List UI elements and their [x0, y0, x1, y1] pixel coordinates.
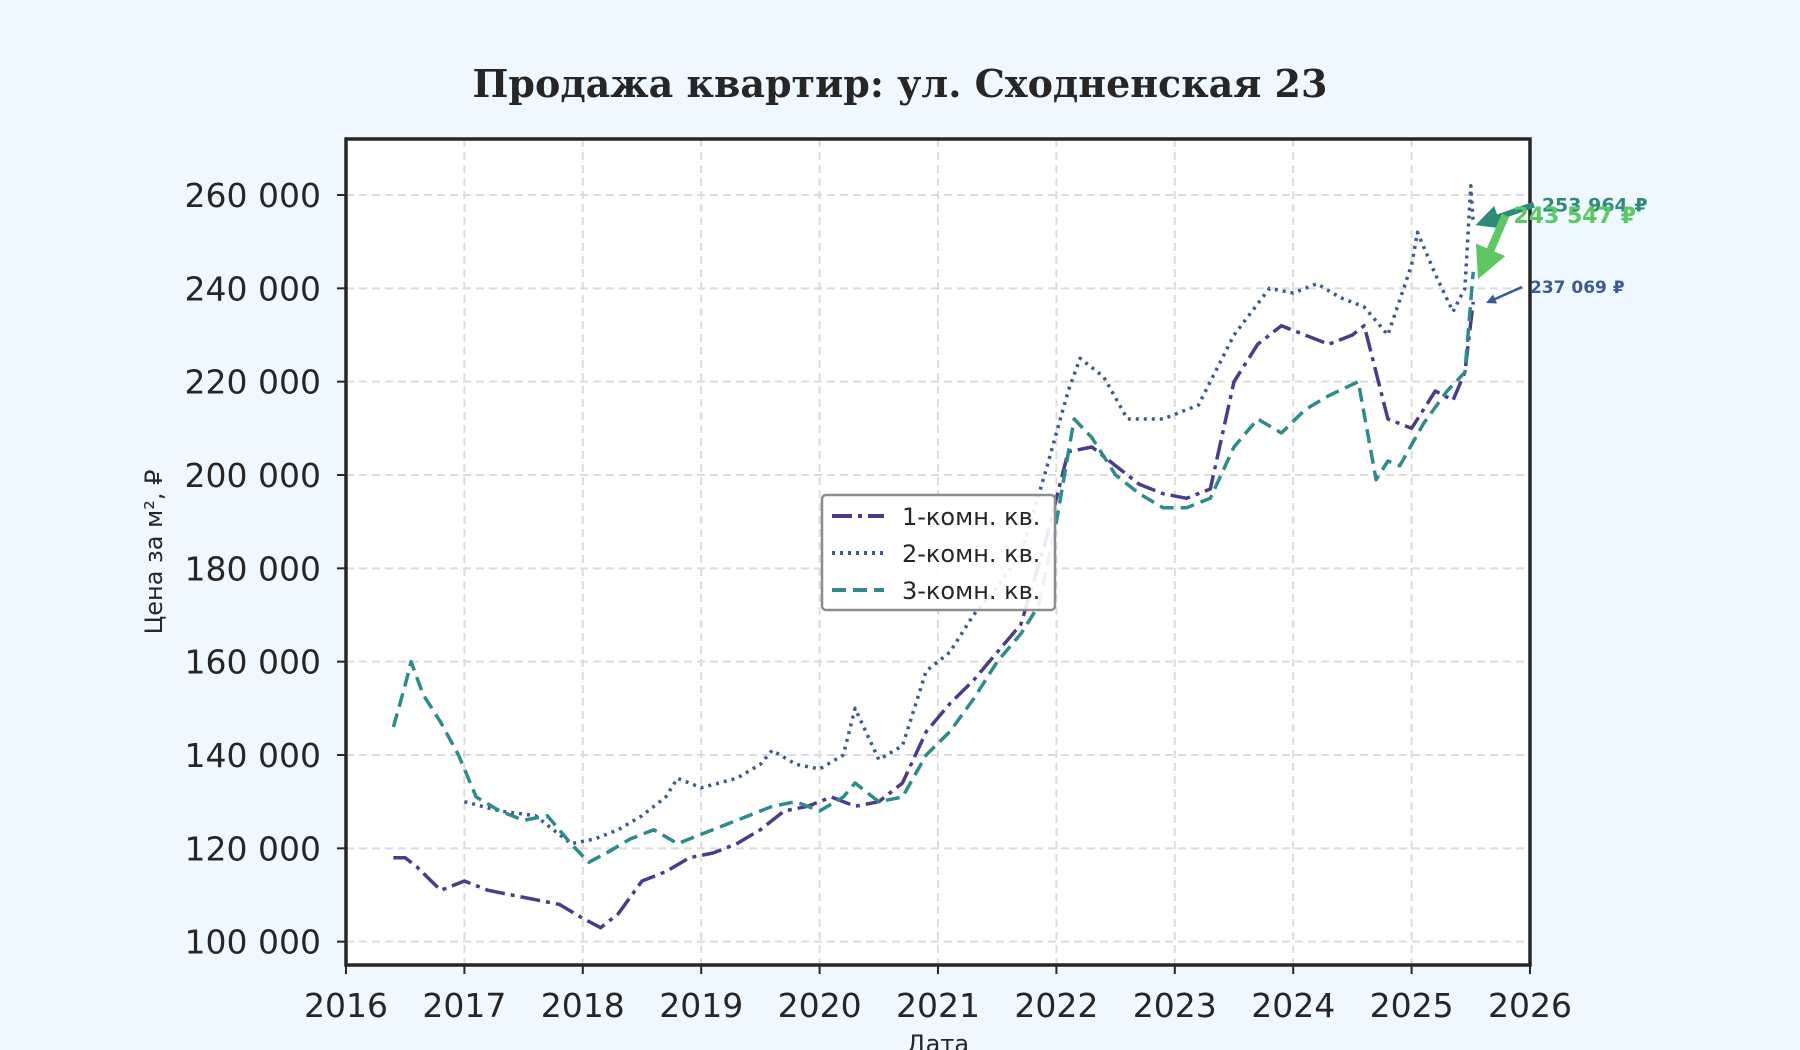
annotation-arrow: [1475, 201, 1535, 229]
annotation-label: 237 069 ₽: [1530, 278, 1625, 298]
x-tick-label: 2018: [541, 986, 625, 1025]
legend-label: 2-комн. кв.: [902, 540, 1040, 568]
x-tick-label: 2024: [1251, 986, 1335, 1025]
x-tick-label: 2021: [896, 986, 980, 1025]
series-lines: [391, 183, 1475, 930]
legend-label: 3-комн. кв.: [902, 577, 1040, 605]
x-tick-label: 2020: [778, 986, 862, 1025]
legend-box: [820, 493, 1057, 612]
legend: 1-комн. кв. 2-комн. кв. 3-комн. кв.: [820, 493, 1057, 612]
x-tick-label: 2017: [422, 986, 506, 1025]
series-line-2: [463, 183, 1475, 846]
x-tick-label: 2016: [304, 986, 388, 1025]
y-axis-ticks: 100 000 120 000 140 000 160 000 180 000 200 0…: [185, 176, 346, 962]
annotation-arrow: [1475, 213, 1510, 280]
x-tick-label: 2022: [1014, 986, 1098, 1025]
series-line-3: [391, 271, 1475, 865]
y-tick-label: 200 000: [185, 456, 321, 495]
y-tick-label: 100 000: [185, 923, 321, 962]
annotation-label: 243 547 ₽: [1513, 204, 1635, 229]
y-axis-label: Цена за м², ₽: [140, 470, 168, 635]
legend-label: 1-комн. кв.: [902, 503, 1040, 531]
y-tick-label: 180 000: [185, 549, 321, 588]
x-tick-label: 2023: [1133, 986, 1217, 1025]
x-axis-ticks: 2016 2017 2018 2019 2020 2021 2022 2023 2024 2025…: [304, 965, 1572, 1025]
y-tick-label: 140 000: [185, 736, 321, 775]
x-tick-label: 2025: [1370, 986, 1454, 1025]
y-tick-label: 220 000: [185, 363, 321, 402]
y-tick-label: 260 000: [185, 176, 321, 215]
series-line-1: [393, 301, 1475, 930]
annotation-arrow: [1485, 285, 1523, 304]
x-tick-label: 2026: [1488, 986, 1572, 1025]
x-tick-label: 2019: [659, 986, 743, 1025]
y-tick-label: 160 000: [185, 643, 321, 682]
x-axis-label: Дата: [907, 1030, 969, 1050]
y-tick-label: 120 000: [185, 829, 321, 868]
chart-title: Продажа квартир: ул. Сходненская 23: [473, 61, 1328, 106]
y-tick-label: 240 000: [185, 269, 321, 308]
annotation-label: 253 964 ₽: [1542, 194, 1648, 216]
annotations: 253 964 ₽243 547 ₽ 237 069 ₽: [1475, 194, 1648, 304]
